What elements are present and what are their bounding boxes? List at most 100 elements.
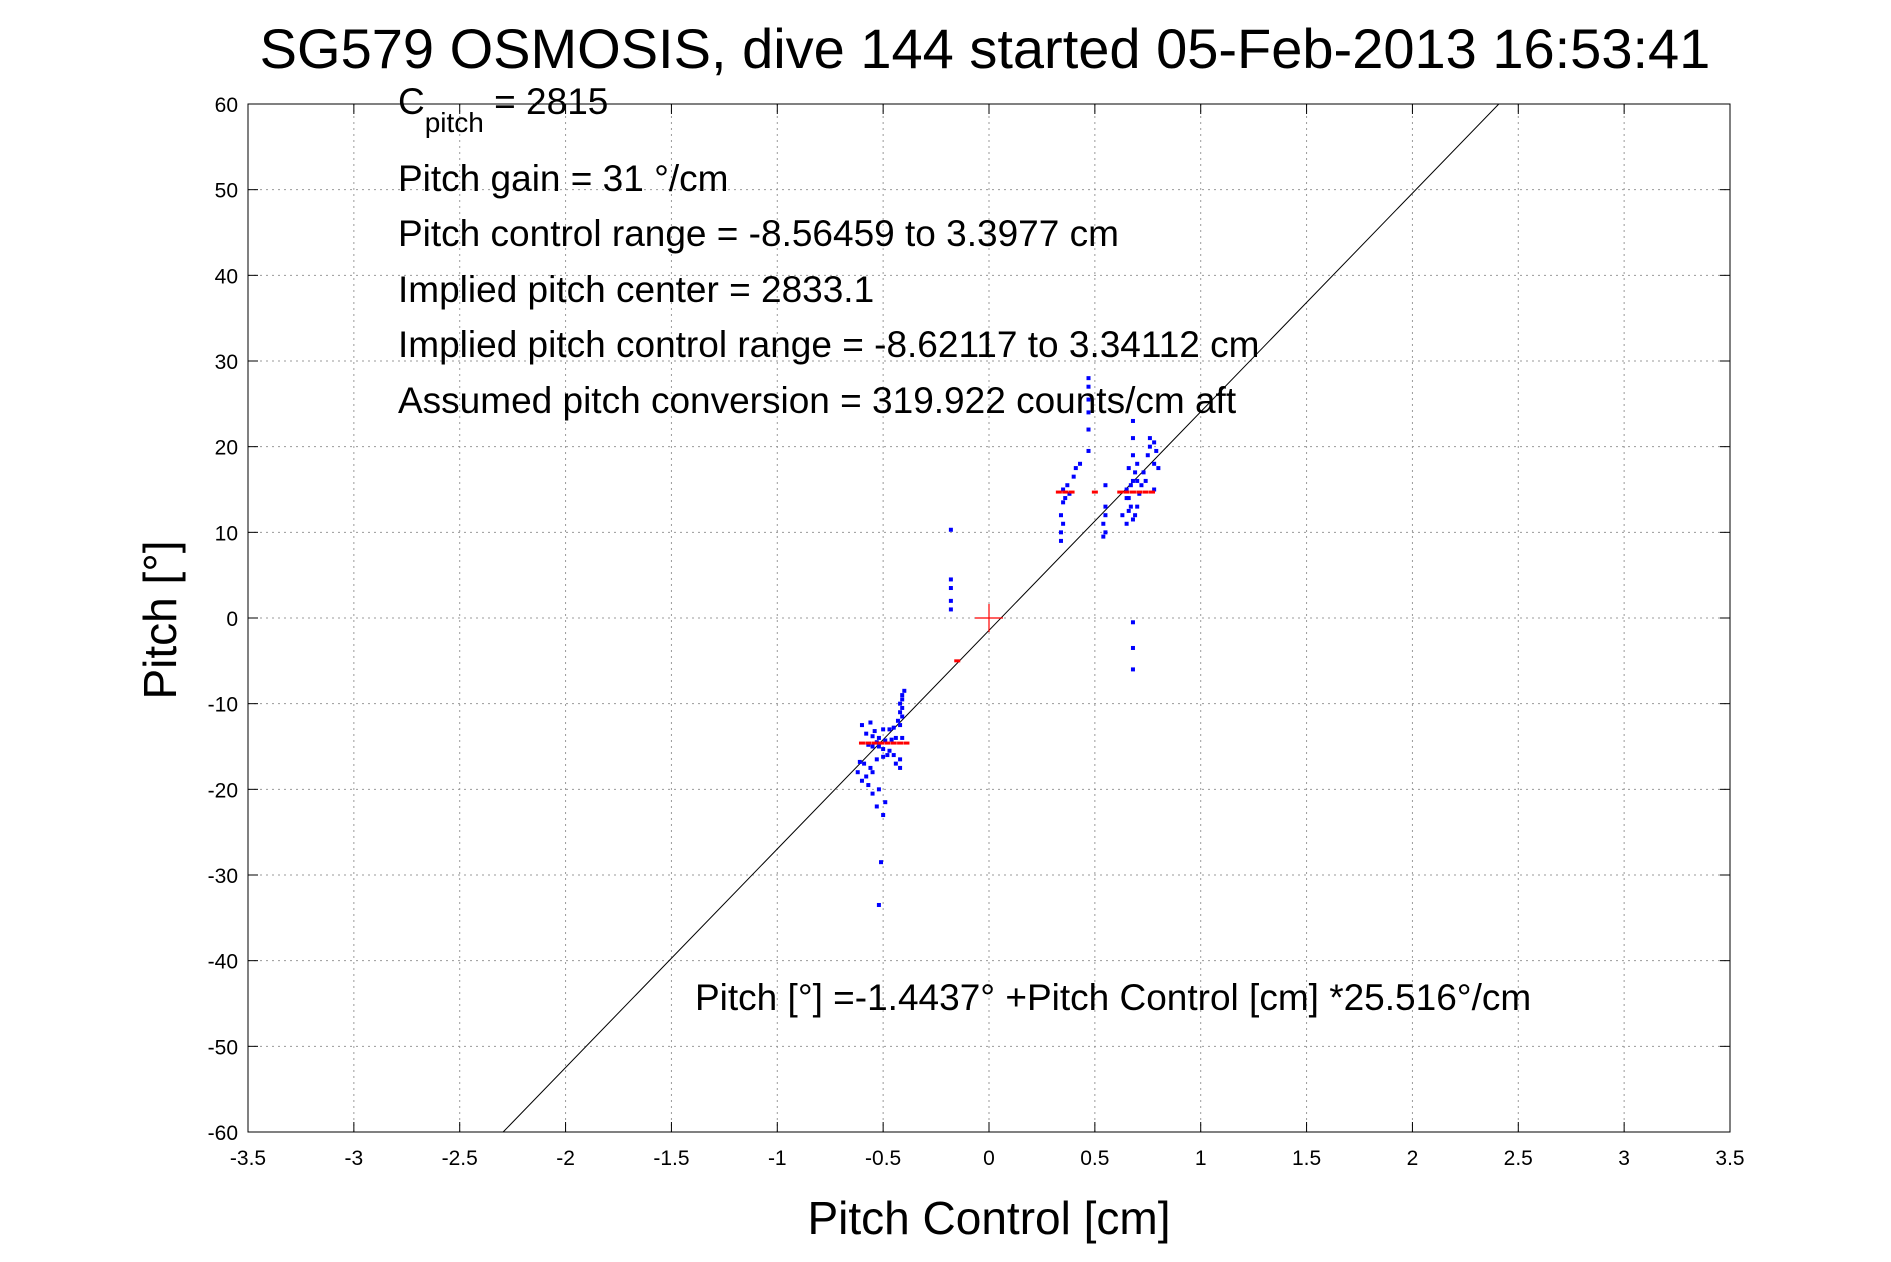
data-point (881, 727, 886, 732)
x-axis-ticks: -3.5 -3 -2.5 -2 -1.5 -1 -0.5 0 0.5 1 1.5 2 2.5 3 3.5 (230, 104, 1745, 1170)
data-point (868, 765, 873, 770)
y-tick-label: 20 (215, 437, 238, 460)
data-point (876, 902, 881, 907)
annotation-control-range: Pitch control range = -8.56459 to 3.3977… (398, 213, 1119, 254)
x-tick-label: 0 (983, 1147, 995, 1170)
data-layer (502, 103, 1500, 1133)
data-point (870, 744, 875, 749)
x-tick-label: 2 (1407, 1147, 1419, 1170)
y-tick-label: -60 (208, 1122, 238, 1145)
x-tick-label: 0.5 (1080, 1147, 1109, 1170)
data-point (900, 693, 905, 698)
data-point (1133, 470, 1138, 475)
data-point (1120, 513, 1125, 518)
data-point (868, 720, 873, 725)
data-point (948, 607, 953, 612)
data-point (898, 757, 903, 762)
data-point (1129, 490, 1136, 494)
data-point (1071, 474, 1076, 479)
data-point (1152, 487, 1157, 492)
annotation-c-pitch-value: = 2815 (484, 81, 608, 122)
x-tick-label: -1 (768, 1147, 787, 1170)
y-tick-label: -50 (208, 1036, 238, 1059)
data-point (902, 688, 907, 693)
data-point (1126, 496, 1131, 501)
data-point (1086, 397, 1091, 402)
x-tick-label: -1.5 (653, 1147, 689, 1170)
data-point (1141, 470, 1146, 475)
chart-title: SG579 OSMOSIS, dive 144 started 05-Feb-2… (260, 17, 1711, 80)
data-point (881, 747, 886, 752)
data-point (897, 741, 904, 745)
y-tick-label: 0 (226, 608, 238, 631)
y-axis-ticks: -60 -50 -40 -30 -20 -10 0 10 20 30 40 50 60 (208, 94, 1730, 1145)
data-point (1130, 453, 1135, 458)
data-point (855, 770, 860, 775)
data-point (1154, 448, 1159, 453)
data-point (890, 741, 897, 745)
data-point (1073, 466, 1078, 471)
data-point (898, 710, 903, 715)
data-point (879, 860, 884, 865)
x-tick-label: -3.5 (230, 1147, 266, 1170)
data-point (874, 804, 879, 809)
data-point (1130, 667, 1135, 672)
data-point (900, 735, 905, 740)
data-point (893, 761, 898, 766)
y-tick-label: 40 (215, 265, 238, 288)
data-point (1086, 427, 1091, 432)
data-point (883, 738, 888, 743)
data-point (1145, 453, 1150, 458)
data-point (1101, 521, 1106, 526)
data-point (893, 735, 898, 740)
data-point (1117, 490, 1124, 494)
data-point (1128, 504, 1133, 509)
annotation-c-pitch-main: C (398, 81, 425, 122)
data-point (870, 734, 875, 739)
data-point (889, 737, 894, 742)
data-point (887, 727, 892, 732)
x-tick-label: 2.5 (1504, 1147, 1533, 1170)
data-point (864, 731, 869, 736)
data-point (1130, 418, 1135, 423)
data-point (1128, 483, 1133, 488)
x-tick-label: -3 (345, 1147, 364, 1170)
data-point (1152, 440, 1157, 445)
y-tick-label: -20 (208, 779, 238, 802)
x-tick-label: -2.5 (442, 1147, 478, 1170)
y-tick-label: 30 (215, 351, 238, 374)
data-point (887, 748, 892, 753)
annotation-pitch-gain: Pitch gain = 31 °/cm (398, 158, 729, 199)
data-point (883, 800, 888, 805)
data-point (1142, 490, 1149, 494)
data-point (876, 735, 881, 740)
data-point (903, 741, 910, 745)
data-point (874, 757, 879, 762)
data-point (1130, 620, 1135, 625)
data-point (1135, 461, 1140, 466)
data-point (1152, 461, 1157, 466)
data-point (1058, 538, 1063, 543)
grid (248, 104, 1730, 1132)
data-point (1101, 534, 1106, 539)
data-point (1058, 513, 1063, 518)
x-axis-title: Pitch Control [cm] (808, 1192, 1171, 1244)
data-point (1149, 490, 1156, 494)
data-point (1103, 530, 1108, 535)
data-point (948, 577, 953, 582)
data-point (884, 741, 891, 745)
data-point (895, 718, 900, 723)
data-point (948, 527, 953, 532)
data-point (859, 778, 864, 783)
data-point (1086, 384, 1091, 389)
data-point (954, 659, 961, 663)
data-point (948, 598, 953, 603)
data-point (1143, 478, 1148, 483)
data-point (866, 783, 871, 788)
x-tick-label: -2 (556, 1147, 575, 1170)
y-tick-label: -40 (208, 951, 238, 974)
data-point (1061, 521, 1066, 526)
data-point (1068, 490, 1075, 494)
data-point (1103, 483, 1108, 488)
